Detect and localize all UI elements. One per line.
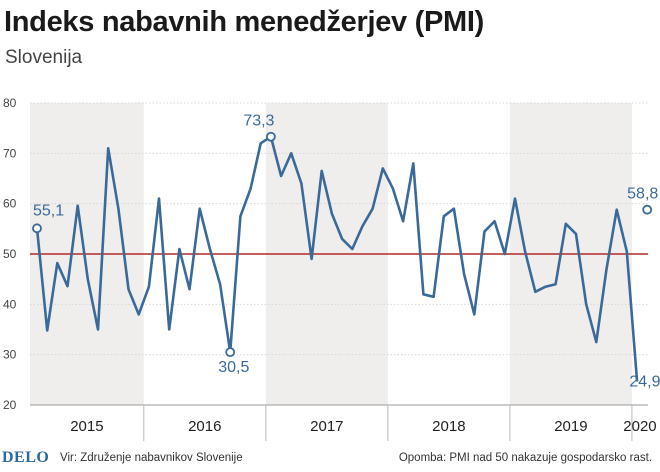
y-tick-labels: 20 30 40 50 60 70 80 bbox=[3, 96, 17, 412]
annotation-label: 24,9 bbox=[629, 373, 660, 390]
x-year-label: 2015 bbox=[70, 418, 103, 435]
series-line bbox=[35, 135, 639, 382]
x-year-label: 2018 bbox=[432, 418, 465, 435]
annotation-marker bbox=[265, 131, 276, 142]
x-year-label: 2020 bbox=[623, 418, 656, 435]
y-tick-label: 30 bbox=[3, 348, 17, 362]
annotation-label: 30,5 bbox=[218, 359, 249, 376]
x-year-label: 2016 bbox=[188, 418, 221, 435]
series-layer bbox=[35, 135, 639, 382]
annotation-marker bbox=[32, 223, 42, 234]
annotation-marker bbox=[225, 347, 236, 358]
chart-title: Indeks nabavnih menedžerjev (PMI) bbox=[4, 6, 485, 38]
delo-logo: DELO bbox=[2, 449, 50, 466]
y-tick-label: 60 bbox=[3, 197, 17, 211]
y-tick-label: 50 bbox=[3, 247, 17, 261]
annotations: 55,1 30,5 73,3 58,8 24,9 bbox=[32, 113, 660, 390]
annotation-label: 55,1 bbox=[33, 202, 64, 219]
annotation-label: 73,3 bbox=[243, 113, 274, 130]
annotation-marker bbox=[642, 204, 653, 215]
note-text: Opomba: PMI nad 50 nakazuje gospodarsko … bbox=[398, 452, 652, 464]
x-year-labels: 2015 2016 2017 2018 2019 2020 bbox=[30, 404, 657, 441]
y-tick-label: 80 bbox=[3, 96, 17, 110]
x-year-label: 2019 bbox=[554, 418, 587, 435]
annotation-label: 58,8 bbox=[627, 186, 658, 203]
y-tick-label: 40 bbox=[3, 297, 17, 311]
footer: DELO Vir: Združenje nabavnikov Slovenije… bbox=[0, 448, 660, 470]
y-tick-label: 20 bbox=[3, 398, 17, 412]
source-text: Vir: Združenje nabavnikov Slovenije bbox=[60, 452, 243, 464]
y-tick-label: 70 bbox=[3, 146, 17, 160]
x-year-label: 2017 bbox=[310, 418, 343, 435]
chart-subtitle: Slovenija bbox=[5, 47, 83, 68]
